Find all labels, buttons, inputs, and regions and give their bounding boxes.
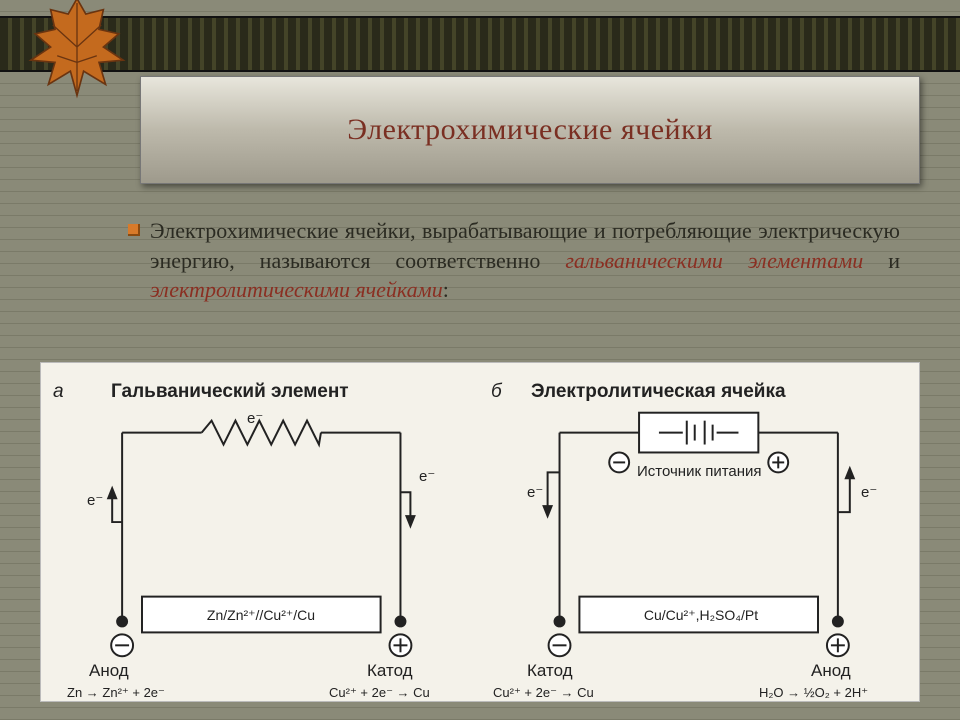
right-e-1: e⁻ [527,483,543,501]
body-mid: и [863,248,900,273]
circuit-svg [41,363,919,701]
body-paragraph: Электрохимические ячейки, вырабатывающие… [150,216,900,305]
body-em1: гальваническими элементами [565,248,863,273]
left-e-minus-2: e⁻ [419,467,435,485]
body-em2: электролитическими ячейками [150,277,443,302]
left-cathode-rxn: Cu²⁺ + 2e⁻ → Cu [329,685,430,701]
body-post: : [443,277,449,302]
right-anode-rxn: H₂O → ½O₂ + 2H⁺ [759,685,868,701]
diagram-area: a Гальванический элемент б Электролитиче… [40,362,920,702]
right-anode-label: Анод [811,661,851,681]
decor-band [0,16,960,72]
right-e-2: e⁻ [861,483,877,501]
title-bar: Электрохимические ячейки [140,76,920,184]
right-cathode-label: Катод [527,661,573,681]
leaf-icon [22,0,132,102]
slide: Электрохимические ячейки Электрохимическ… [0,0,960,720]
power-source-label: Источник питания [637,463,762,480]
page-title: Электрохимические ячейки [347,113,713,147]
right-cell-notation: Cu/Cu²⁺,H₂SO₄/Pt [591,607,811,624]
left-cathode-label: Катод [367,661,413,681]
left-anode-label: Анод [89,661,129,681]
bullet-icon [128,224,140,236]
left-anode-rxn: Zn → Zn²⁺ + 2e⁻ [67,685,165,701]
left-e-minus-1: e⁻ [87,491,103,509]
left-e-minus-top: e⁻ [247,409,263,427]
right-cathode-rxn: Cu²⁺ + 2e⁻ → Cu [493,685,594,701]
left-cell-notation: Zn/Zn²⁺//Cu²⁺/Cu [151,607,371,624]
